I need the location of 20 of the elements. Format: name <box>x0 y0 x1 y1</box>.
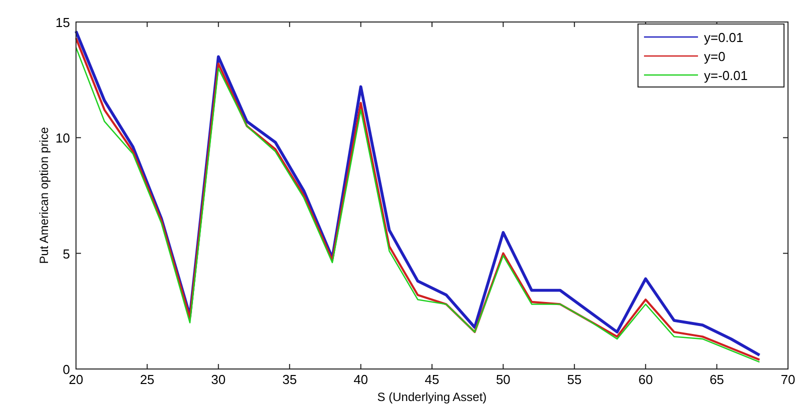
y-tick-label: 10 <box>56 130 70 146</box>
x-tick-label: 70 <box>780 372 796 387</box>
x-tick-label: 40 <box>354 372 368 387</box>
x-tick-label: 60 <box>638 372 653 387</box>
x-tick-label: 35 <box>282 372 297 387</box>
x-tick-label: 65 <box>710 372 724 387</box>
legend-label: y=0.01 <box>704 30 744 45</box>
legend-label: y=0 <box>704 49 726 64</box>
y-tick-label: 5 <box>62 246 70 262</box>
x-tick-label: 50 <box>496 372 510 387</box>
x-tick-label: 45 <box>424 372 440 387</box>
x-tick-label: 25 <box>140 372 154 387</box>
x-axis-title: S (Underlying Asset) <box>377 390 487 404</box>
x-tick-label: 55 <box>567 372 582 387</box>
x-tick-label: 20 <box>68 372 84 387</box>
x-tick-label: 30 <box>211 372 226 387</box>
y-tick-label: 0 <box>62 362 70 377</box>
y-tick-label: 15 <box>56 15 70 30</box>
legend-label: y=-0.01 <box>704 68 748 83</box>
y-axis-title: Put American option price <box>37 126 51 264</box>
